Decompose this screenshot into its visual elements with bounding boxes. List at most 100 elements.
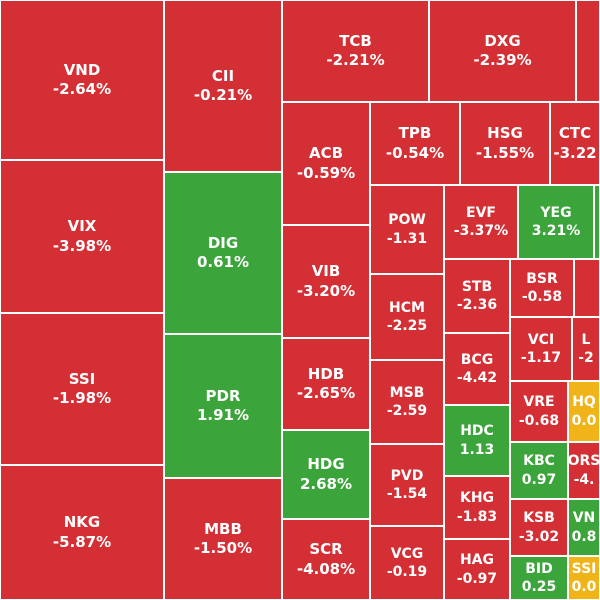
tile-change: -2.39% [473, 51, 532, 69]
tile-symbol: CII [211, 66, 235, 85]
tile-change: -2 [578, 350, 594, 366]
tile-change: -4.42 [456, 370, 498, 386]
tile-tcb[interactable]: TCB -2.21% [282, 0, 429, 102]
tile-symbol: YEG [540, 204, 572, 221]
tile-hag[interactable]: HAG -0.97 [444, 539, 510, 600]
tile-vix[interactable]: VIX -3.98% [0, 160, 164, 313]
tile-vn[interactable]: VN 0.8 [568, 499, 600, 556]
tile-pow[interactable]: POW -1.31 [370, 185, 444, 274]
tile-vre[interactable]: VRE -0.68 [510, 381, 568, 442]
tile-hdg[interactable]: HDG 2.68% [282, 430, 370, 519]
tile-change: -3.37% [453, 223, 509, 239]
tile-symbol: BID [525, 560, 553, 577]
tile-symbol: CTC [558, 124, 592, 142]
tile-vci[interactable]: VCI -1.17 [510, 317, 572, 381]
tile-change: -1.54 [386, 486, 428, 502]
tile-change: -4. [573, 471, 595, 488]
tile-hdc[interactable]: HDC 1.13 [444, 405, 510, 476]
tile-symbol: DIG [207, 233, 239, 252]
tile-symbol: HDB [307, 364, 345, 383]
tile-change: 1.13 [459, 441, 495, 458]
tile-symbol: PVD [390, 467, 424, 484]
tile-symbol: HQ [572, 394, 596, 411]
tile-bid[interactable]: BID 0.25 [510, 556, 568, 600]
tile-symbol: ORS [568, 453, 600, 470]
tile-dig[interactable]: DIG 0.61% [164, 172, 282, 334]
tile-hsg[interactable]: HSG -1.55% [460, 102, 550, 185]
tile-tpb[interactable]: TPB -0.54% [370, 102, 460, 185]
tile-symbol: HDG [307, 455, 345, 473]
tile-bsr[interactable]: BSR -0.58 [510, 259, 574, 317]
tile-symbol: L [581, 331, 591, 348]
tile-msb[interactable]: MSB -2.59 [370, 360, 444, 444]
tile-hdb[interactable]: HDB -2.65% [282, 338, 370, 430]
tile-acb[interactable]: ACB -0.59% [282, 102, 370, 225]
tile-ctc[interactable]: CTC -3.22 [550, 102, 600, 185]
tile-bcg[interactable]: BCG -4.42 [444, 333, 510, 405]
tile-evf[interactable]: EVF -3.37% [444, 185, 518, 259]
tile-stb[interactable]: STB -2.36 [444, 259, 510, 333]
tile-symbol: NKG [63, 513, 101, 531]
tile-symbol: VCI [527, 331, 555, 348]
tile-symbol: ACB [308, 144, 344, 162]
tile-symbol: BCG [460, 351, 494, 368]
tile-symbol: SCR [309, 540, 343, 558]
tile-symbol: HDC [460, 423, 494, 440]
tile-change: 2.68% [299, 474, 353, 493]
tile-khg[interactable]: KHG -1.83 [444, 476, 510, 539]
tile-symbol: HAG [459, 552, 495, 569]
tile-cii[interactable]: CII -0.21% [164, 0, 282, 172]
tile-change: 0.61% [196, 253, 250, 271]
tile-change: 3.21% [531, 223, 581, 239]
tile-dxg[interactable]: DXG -2.39% [429, 0, 576, 102]
tile-change: 0.0 [571, 412, 597, 429]
tile-change: 1.91% [196, 406, 250, 424]
tile-change: -0.68 [518, 412, 560, 429]
tile-change: -5.87% [52, 532, 112, 551]
tile-change: 0.8 [571, 528, 597, 545]
tile-change: 0.0 [571, 579, 597, 595]
tile-change: -2.36 [456, 297, 498, 313]
tile-hcm[interactable]: HCM -2.25 [370, 274, 444, 360]
tile-unlabeled[interactable] [576, 0, 600, 102]
tile-symbol: VRE [523, 394, 555, 411]
tile-change: -3.98% [52, 236, 112, 255]
tile-symbol: VN [572, 510, 596, 527]
tile-change: -4.08% [296, 559, 356, 578]
tile-ssi[interactable]: SSI 0.0 [568, 556, 600, 600]
tile-symbol: VCG [390, 545, 424, 562]
tile-hq[interactable]: HQ 0.0 [568, 381, 600, 442]
tile-vib[interactable]: VIB -3.20% [282, 225, 370, 338]
tile-vcg[interactable]: VCG -0.19 [370, 526, 444, 600]
tile-change: -0.21% [193, 86, 253, 104]
tile-change: -3.02 [518, 528, 560, 545]
tile-change: -1.17 [520, 350, 562, 366]
tile-change: -3.20% [296, 281, 356, 300]
tile-kbc[interactable]: KBC 0.97 [510, 442, 568, 499]
tile-change: -2.21% [326, 51, 385, 69]
tile-symbol: MSB [389, 384, 425, 401]
tile-change: 0.25 [521, 579, 557, 595]
tile-ssi[interactable]: SSI -1.98% [0, 313, 164, 465]
tile-yeg[interactable]: YEG 3.21% [518, 185, 594, 259]
tile-pvd[interactable]: PVD -1.54 [370, 444, 444, 526]
tile-nkg[interactable]: NKG -5.87% [0, 465, 164, 600]
tile-symbol: BSR [526, 270, 558, 287]
tile-change: -2.65% [296, 384, 356, 402]
tile-vnd[interactable]: VND -2.64% [0, 0, 164, 160]
tile-change: 0.97 [521, 471, 557, 488]
tile-pdr[interactable]: PDR 1.91% [164, 334, 282, 478]
tile-scr[interactable]: SCR -4.08% [282, 519, 370, 600]
tile-symbol: VND [63, 60, 101, 79]
tile-unlabeled[interactable] [594, 185, 600, 259]
tile-change: -1.50% [193, 539, 253, 557]
tile-symbol: TCB [339, 31, 372, 50]
tile-unlabeled[interactable] [574, 259, 600, 317]
tile-ksb[interactable]: KSB -3.02 [510, 499, 568, 556]
tile-change: -2.59 [386, 403, 428, 419]
tile-mbb[interactable]: MBB -1.50% [164, 478, 282, 600]
tile-ors[interactable]: ORS -4. [568, 442, 600, 499]
tile-symbol: DXG [484, 31, 521, 50]
tile-l[interactable]: L -2 [572, 317, 600, 381]
tile-change: -0.58 [521, 289, 563, 305]
